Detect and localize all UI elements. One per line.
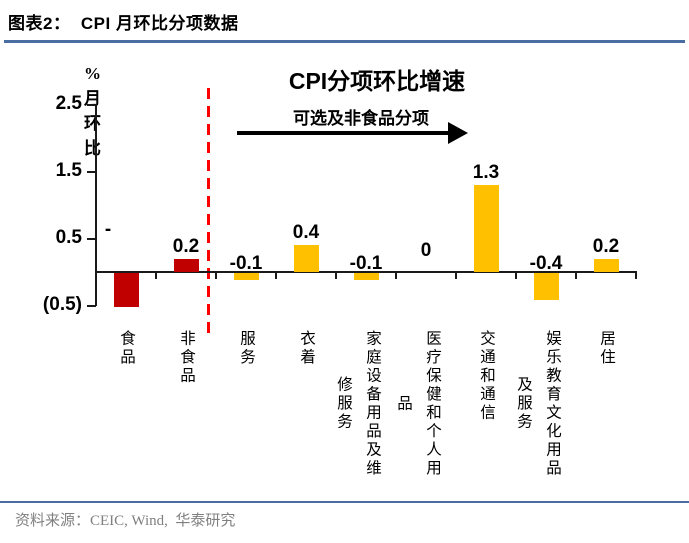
x-tick-mark xyxy=(215,271,217,279)
bar-value-label: 0.2 xyxy=(172,236,200,257)
x-tick-mark xyxy=(455,271,457,279)
y-tick-label: 0.5 xyxy=(55,226,82,248)
category-label-column: 及服务 xyxy=(515,376,532,432)
bar xyxy=(173,259,199,272)
x-tick-mark xyxy=(335,271,337,279)
y-axis-label: % 月环比 xyxy=(84,64,101,158)
y-tick-mark xyxy=(87,304,96,307)
category-label-column: 品 xyxy=(395,395,412,414)
category-label-column: 非食品 xyxy=(178,330,195,386)
category-label-column: 娱乐教育文化用品 xyxy=(544,330,561,478)
category-label-column: 居住 xyxy=(598,330,615,367)
bar xyxy=(233,273,259,280)
y-tick-mark xyxy=(87,103,96,106)
category-label-column: 服务 xyxy=(238,330,255,367)
figure-title: 图表2： CPI 月环比分项数据 xyxy=(8,14,239,33)
header-divider xyxy=(4,40,685,43)
category-label-column: 交通和通信 xyxy=(478,330,495,423)
footer-divider xyxy=(0,501,689,503)
bar-value-label: 1.3 xyxy=(472,162,500,183)
x-tick-mark xyxy=(635,271,637,279)
y-tick-label: 2.5 xyxy=(55,92,82,114)
x-tick-mark xyxy=(155,271,157,279)
bar-value-label: 0.4 xyxy=(292,222,320,243)
y-axis xyxy=(95,104,97,306)
bar-value-label: 0.2 xyxy=(592,236,620,257)
bar xyxy=(353,273,379,280)
bar xyxy=(533,273,559,300)
y-tick-label: 1.5 xyxy=(55,159,82,181)
bar-value-label: -0.1 xyxy=(349,253,383,274)
x-tick-mark xyxy=(515,271,517,279)
source-note: 资料来源：CEIC, Wind, 华泰研究 xyxy=(15,513,236,529)
category-label-column: 衣着 xyxy=(298,330,315,367)
bar-value-label: -0.4 xyxy=(529,253,563,274)
category-label-column: 家庭设备用品及维 xyxy=(364,330,381,478)
category-label-column: 医疗保健和个人用 xyxy=(424,330,441,478)
x-tick-mark xyxy=(395,271,397,279)
category-label-column: 修服务 xyxy=(335,376,352,432)
annotation-arrow-shaft xyxy=(237,131,450,135)
bar xyxy=(473,185,499,272)
chart-title: CPI分项环比增速 xyxy=(288,68,466,94)
x-tick-mark xyxy=(575,271,577,279)
bar xyxy=(293,245,319,272)
annotation-label: 可选及非食品分项 xyxy=(293,109,429,128)
y-tick-mark xyxy=(87,237,96,240)
x-axis xyxy=(95,271,636,273)
bar xyxy=(113,273,139,307)
annotation-arrow-head-icon xyxy=(448,122,468,144)
y-tick-mark xyxy=(87,170,96,173)
bar xyxy=(593,259,619,272)
food-nonfood-separator-line xyxy=(207,88,210,336)
x-tick-mark xyxy=(275,271,277,279)
category-label-column: 食品 xyxy=(118,330,135,367)
bar-value-label: 0 xyxy=(420,240,432,261)
bar-value-label: -0.1 xyxy=(229,253,263,274)
bar-value-label: - xyxy=(104,219,112,240)
y-tick-label: (0.5) xyxy=(42,293,82,315)
